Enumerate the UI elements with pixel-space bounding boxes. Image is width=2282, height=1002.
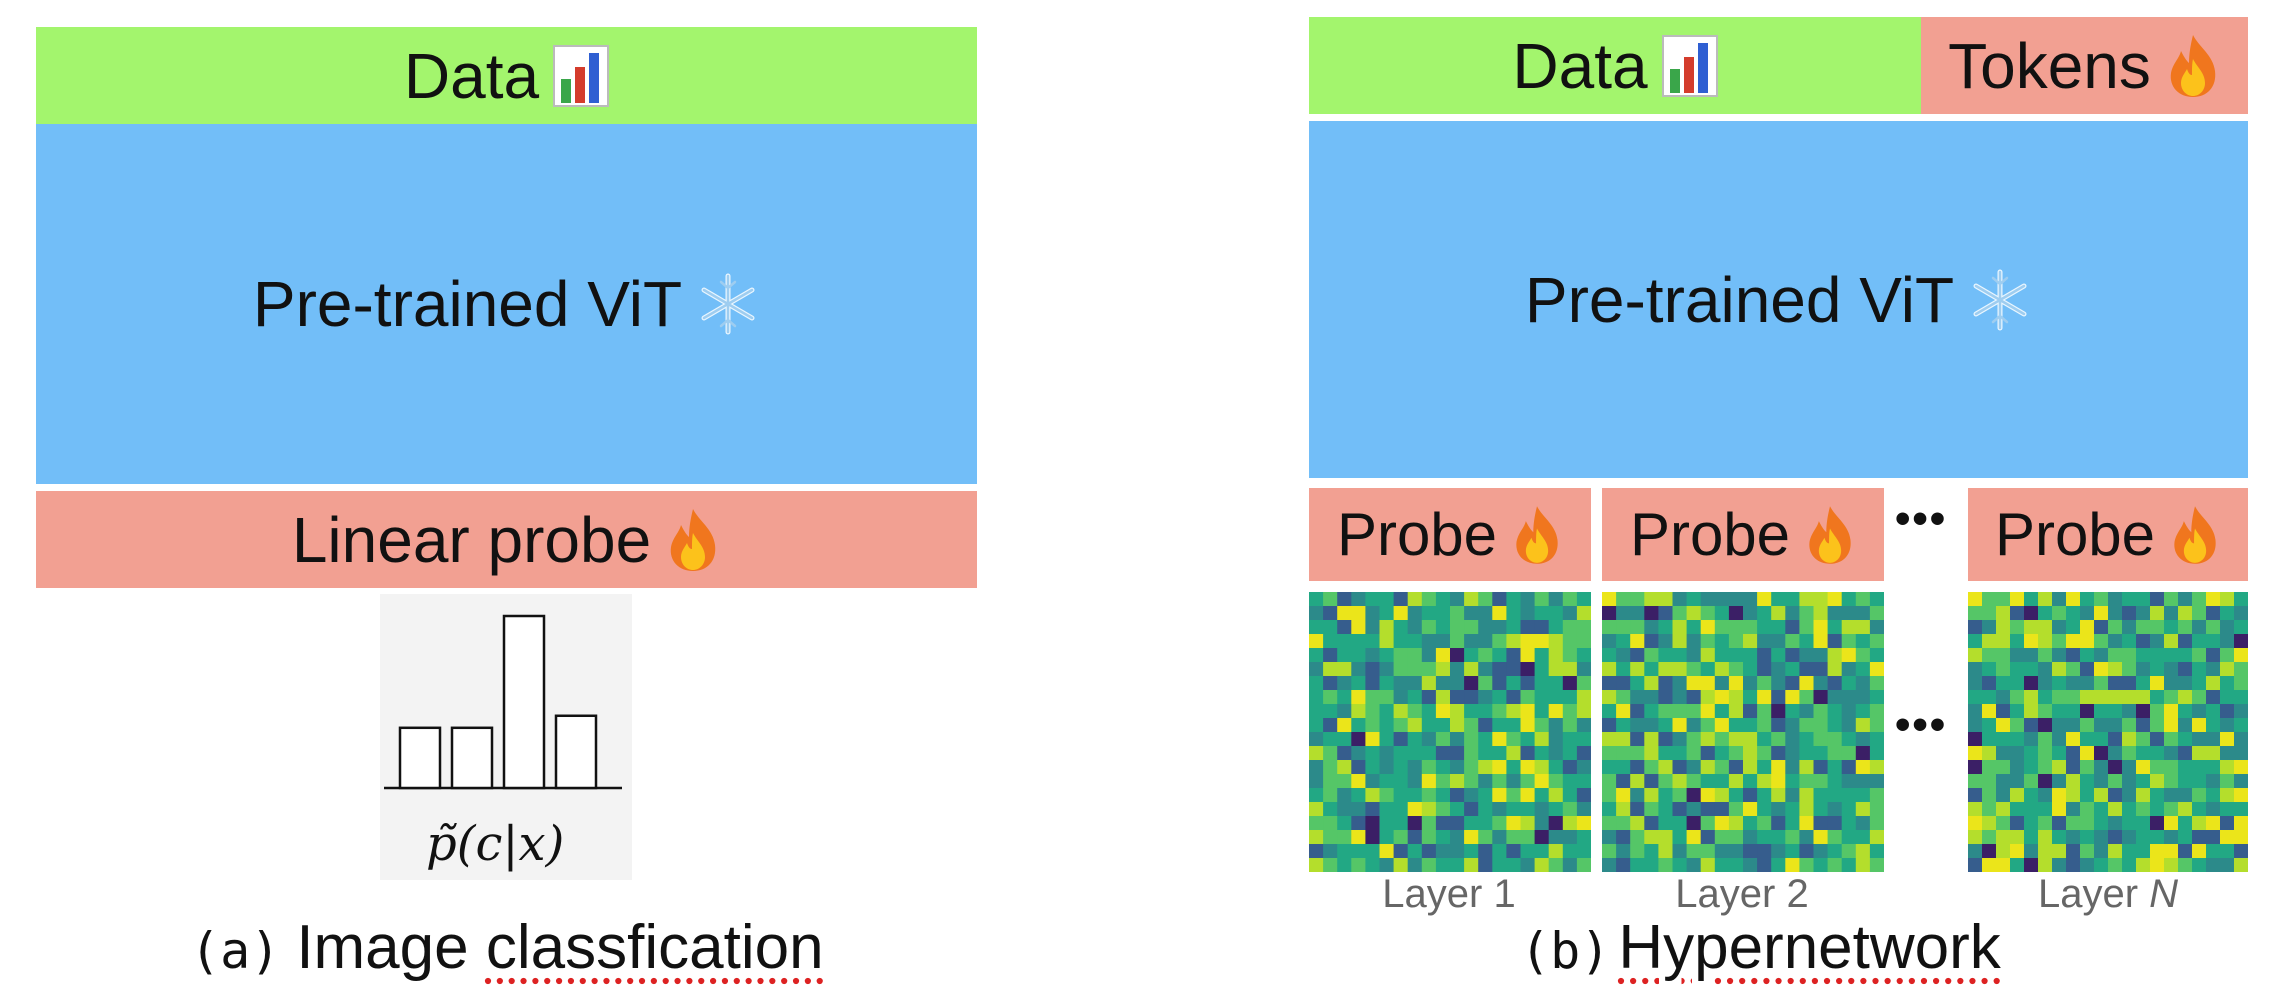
tokens-block: Tokens [1921, 17, 2248, 114]
data-block-b: Data [1309, 17, 1921, 114]
caption-b-text: Hypernetwork [1618, 913, 2001, 982]
probe-block-1: Probe [1309, 488, 1591, 581]
fire-icon [1516, 505, 1558, 564]
vit-block-b: Pre-trained ViT [1309, 121, 2248, 478]
layer-1-label: Layer 1 [1382, 872, 1516, 916]
probe-label-1: Probe [1337, 500, 1563, 569]
probe-block-2: Probe [1602, 488, 1884, 581]
heatmap-grid [1968, 592, 2248, 872]
data-block-b-label: Data [1512, 29, 1718, 103]
probe-label-n: Probe [1995, 500, 2221, 569]
caption-a-tag: (a) [190, 922, 281, 980]
histogram-bar-3 [502, 614, 546, 790]
linear-probe-block: Linear probe [36, 491, 977, 588]
caption-b-tag: (b) [1520, 922, 1611, 980]
fire-icon [2174, 505, 2216, 564]
vit-block-label: Pre-trained ViT [253, 267, 760, 341]
layer-n-label: Layer N [2037, 872, 2179, 916]
linear-probe-label: Linear probe [292, 503, 721, 577]
ellipsis-heatmaps: ••• [1895, 700, 1948, 749]
probe-label-2: Probe [1630, 500, 1856, 569]
weight-heatmap-layer-1 [1309, 592, 1591, 872]
histogram-chart [384, 614, 622, 790]
histogram-bar-4 [554, 714, 598, 790]
tokens-block-label: Tokens [1948, 29, 2221, 103]
histogram-bar-2 [450, 726, 494, 790]
heatmap-grid [1309, 592, 1591, 872]
vit-block-b-label: Pre-trained ViT [1525, 263, 2032, 337]
fire-icon [1809, 505, 1851, 564]
data-block-a: Data [36, 27, 977, 124]
histogram-bar-1 [398, 726, 442, 790]
fire-icon [2170, 34, 2216, 97]
caption-a-text-underlined: classfication [485, 913, 824, 982]
ellipsis-probes: ••• [1895, 494, 1948, 543]
bar-chart-icon [553, 44, 610, 107]
layer-2-label: Layer 2 [1675, 872, 1809, 916]
weight-heatmap-layer-2 [1602, 592, 1884, 872]
histogram-formula: p̃(c|x) [426, 816, 565, 872]
fire-icon [670, 508, 716, 571]
caption-a-text: Image [296, 913, 486, 982]
snowflake-icon [701, 273, 755, 335]
caption-a: (a) Image classfication [190, 912, 824, 983]
output-histogram: p̃(c|x) [380, 594, 632, 880]
probe-block-n: Probe [1968, 488, 2248, 581]
vit-block-a: Pre-trained ViT [36, 124, 977, 484]
bar-chart-icon [1661, 34, 1718, 97]
caption-b: (b) Hypernetwork [1520, 912, 2001, 983]
weight-heatmap-layer-n [1968, 592, 2248, 872]
snowflake-icon [1973, 269, 2027, 330]
heatmap-grid [1602, 592, 1884, 872]
data-block-label: Data [404, 39, 610, 113]
